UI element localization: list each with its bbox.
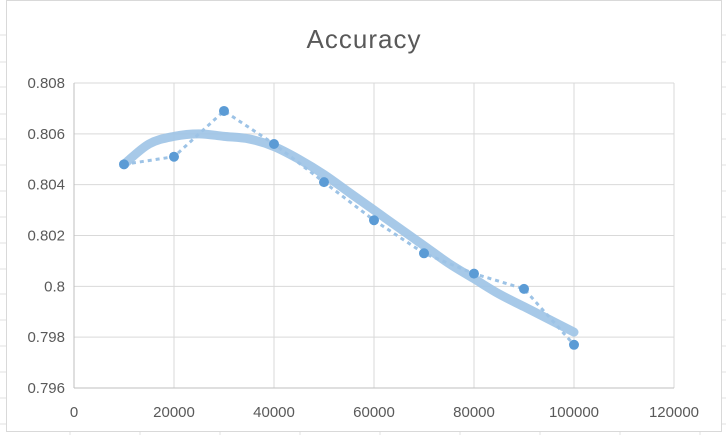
data-point-0	[119, 159, 129, 170]
y-tick-label-0: 0.796	[27, 380, 65, 397]
series-layer	[119, 105, 579, 350]
series-dotted-line	[123, 109, 576, 346]
trendline	[119, 129, 579, 337]
y-tick-label-2: 0.8	[44, 278, 65, 295]
data-point-7	[469, 268, 479, 279]
data-point-1	[169, 151, 179, 162]
data-point-8	[519, 283, 529, 294]
data-point-2	[219, 105, 229, 116]
x-tick-label-2: 40000	[253, 404, 295, 421]
data-point-9	[569, 339, 579, 350]
x-tick-label-6: 120000	[649, 404, 699, 421]
y-tick-label-3: 0.802	[27, 228, 65, 245]
trendline-layer	[119, 129, 579, 337]
y-tick-label-6: 0.808	[27, 75, 65, 92]
x-tick-label-1: 20000	[153, 404, 195, 421]
x-tick-label-5: 100000	[549, 404, 599, 421]
data-point-6	[419, 248, 429, 259]
y-tick-label-5: 0.806	[27, 126, 65, 143]
chart-area[interactable]: 0.796 0.798 0.8 0.802 0.804 0.806 0.808 0 20000 4…	[6, 0, 722, 432]
x-tick-label-3: 60000	[353, 404, 395, 421]
y-tick-label-1: 0.798	[27, 329, 65, 346]
data-point-4	[319, 177, 329, 188]
y-tick-label-4: 0.804	[27, 177, 65, 194]
axes	[73, 83, 674, 389]
tick-labels: 0.796 0.798 0.8 0.802 0.804 0.806 0.808 0 20000 4…	[27, 75, 699, 421]
x-tick-label-4: 80000	[453, 404, 495, 421]
accuracy-chart: 0.796 0.798 0.8 0.802 0.804 0.806 0.808 0 20000 4…	[27, 24, 699, 421]
gridlines	[74, 82, 675, 388]
data-point-5	[369, 215, 379, 226]
x-tick-label-0: 0	[70, 404, 78, 421]
data-point-3	[269, 139, 279, 149]
chart-title: Accuracy	[307, 24, 422, 54]
